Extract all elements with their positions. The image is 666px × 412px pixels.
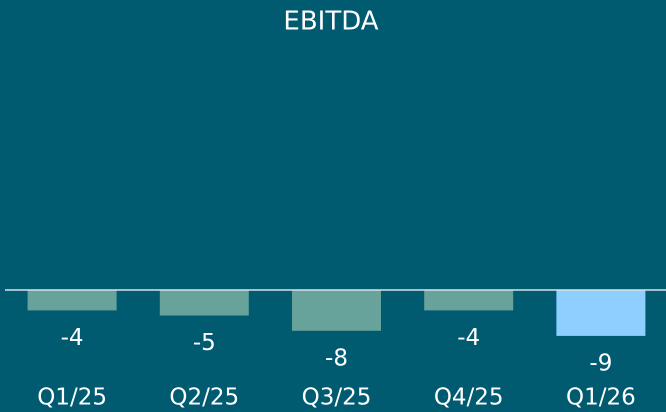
- value-label: -9: [589, 350, 612, 376]
- bar: [292, 290, 381, 331]
- x-tick-label: Q2/25: [169, 385, 239, 411]
- value-label: -5: [193, 330, 216, 356]
- bar: [556, 290, 646, 336]
- value-label: -4: [61, 325, 84, 351]
- x-tick-label: Q1/25: [37, 385, 107, 411]
- x-tick-label: Q3/25: [302, 385, 372, 411]
- bar: [159, 290, 249, 316]
- chart-title: EBITDA: [283, 7, 378, 37]
- x-tick-label: Q1/26: [566, 385, 636, 411]
- value-label: -4: [457, 325, 480, 351]
- x-tick-label: Q4/25: [434, 385, 504, 411]
- value-label: -8: [325, 345, 348, 371]
- bar: [27, 290, 117, 311]
- bar: [424, 290, 514, 311]
